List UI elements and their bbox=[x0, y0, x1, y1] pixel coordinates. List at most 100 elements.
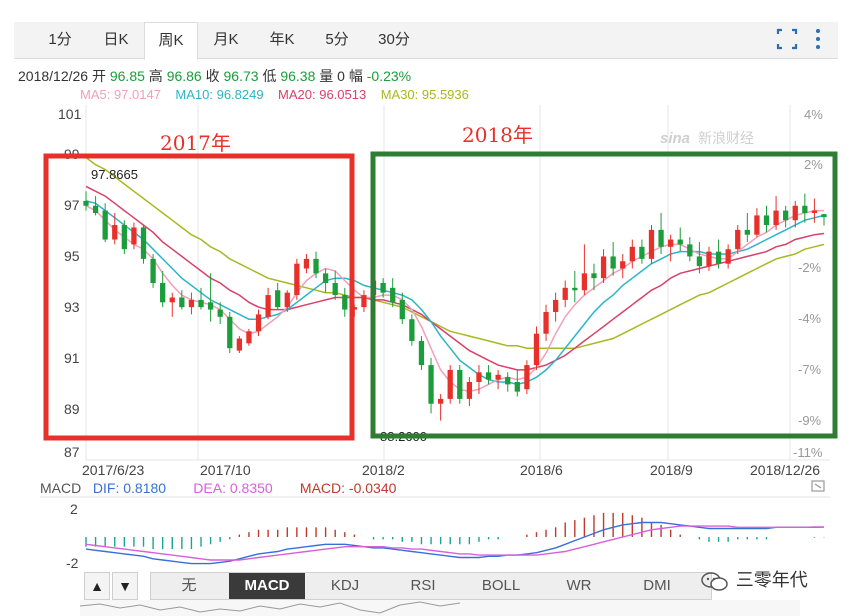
year-2017-label: 2017年 bbox=[160, 131, 231, 155]
tab-indicator-macd[interactable]: MACD bbox=[229, 573, 305, 599]
y-tick: 91 bbox=[64, 350, 80, 366]
tab-indicator-none[interactable]: 无 bbox=[181, 577, 197, 594]
x-tick: 2017/6/23 bbox=[82, 462, 144, 478]
candle-body bbox=[572, 287, 578, 291]
dea-line bbox=[85, 525, 825, 561]
candle-body bbox=[303, 258, 310, 269]
ma20-line bbox=[85, 185, 825, 371]
tab-1min[interactable]: 1分 bbox=[48, 31, 72, 48]
source-logo-text: 新浪财经 bbox=[698, 131, 754, 147]
candle-body bbox=[150, 258, 156, 283]
macd-legend-bar: MACD DIF: 0.8180 DEA: 0.8350 MACD: -0.03… bbox=[40, 480, 396, 496]
candle-body bbox=[600, 256, 607, 279]
candle-body bbox=[466, 381, 473, 399]
candle-body bbox=[696, 256, 703, 267]
candle-body bbox=[409, 319, 415, 341]
tab-monthly-k[interactable]: 月K bbox=[213, 31, 239, 48]
candle-body bbox=[524, 365, 530, 390]
candle-body bbox=[639, 246, 645, 259]
candle-body bbox=[591, 273, 597, 279]
ma5-legend: MA5: 97.0147 bbox=[80, 87, 161, 102]
fullscreen-icon[interactable] bbox=[776, 28, 798, 50]
candle-body bbox=[754, 215, 760, 235]
navigator-strip[interactable] bbox=[80, 600, 800, 616]
candle-body bbox=[92, 205, 99, 213]
pct-tick: -2% bbox=[798, 260, 822, 275]
info-date: 2018/12/26 bbox=[18, 68, 89, 84]
candle-body bbox=[629, 246, 635, 262]
candle-body bbox=[332, 283, 338, 296]
candle-body bbox=[418, 340, 425, 366]
y-tick: 87 bbox=[64, 444, 80, 460]
tab-indicator-dmi[interactable]: DMI bbox=[643, 577, 671, 594]
ma30-legend: MA30: 95.5936 bbox=[380, 87, 469, 102]
info-high-value: 96.86 bbox=[166, 68, 202, 84]
candle-body bbox=[763, 215, 770, 226]
tab-daily-k[interactable]: 日K bbox=[103, 31, 129, 48]
candle-body bbox=[399, 299, 405, 320]
candle-body bbox=[485, 372, 492, 380]
account-name: 三零年代 bbox=[735, 570, 808, 591]
tab-indicator-boll[interactable]: BOLL bbox=[481, 577, 521, 594]
candle-body bbox=[648, 229, 655, 259]
year-2018-label: 2018年 bbox=[462, 123, 533, 147]
candle-body bbox=[562, 287, 568, 300]
candle-body bbox=[198, 299, 204, 308]
info-open-value: 96.85 bbox=[109, 68, 145, 84]
candle-body bbox=[677, 239, 683, 245]
tab-30min[interactable]: 30分 bbox=[378, 31, 410, 48]
scroll-down-button[interactable]: ▼ bbox=[112, 572, 138, 600]
tab-indicator-rsi[interactable]: RSI bbox=[410, 577, 436, 594]
macd-histogram bbox=[85, 512, 825, 550]
pct-tick: -7% bbox=[798, 362, 822, 377]
tab-weekly-k[interactable]: 周K bbox=[144, 22, 198, 60]
candle-body bbox=[265, 295, 271, 317]
candle-body bbox=[811, 210, 818, 213]
macd-title: MACD bbox=[40, 480, 82, 496]
x-tick: 2018/6 bbox=[520, 462, 563, 478]
pct-tick: -4% bbox=[798, 311, 822, 326]
y-tick: 101 bbox=[58, 106, 82, 122]
source-logo: sina 新浪财经 bbox=[660, 130, 754, 147]
candle-body bbox=[342, 295, 348, 310]
candle-body bbox=[169, 297, 175, 303]
navigator-line bbox=[79, 601, 461, 614]
candle-body bbox=[83, 200, 89, 206]
candle-body bbox=[361, 295, 367, 308]
info-high-label: 高 bbox=[148, 68, 163, 84]
candle-body bbox=[715, 251, 722, 264]
macd-lines bbox=[85, 521, 825, 565]
candle-body bbox=[188, 299, 195, 308]
candle-body bbox=[246, 331, 252, 344]
tab-5min[interactable]: 5分 bbox=[325, 31, 349, 48]
year-2018-box bbox=[370, 151, 838, 439]
ma10-legend: MA10: 96.8249 bbox=[175, 87, 264, 102]
candle-body bbox=[553, 299, 559, 312]
candle-body bbox=[821, 214, 827, 218]
chart-grid bbox=[85, 105, 830, 461]
tab-indicator-wr[interactable]: WR bbox=[566, 577, 592, 594]
info-change-value: -0.23% bbox=[366, 68, 412, 84]
candle-body bbox=[802, 205, 808, 213]
candle-body bbox=[505, 377, 511, 385]
x-axis-ticks: 2017/6/23 2017/10 2018/2 2018/6 2018/9 2… bbox=[82, 462, 820, 478]
expand-panel-icon[interactable] bbox=[811, 480, 825, 492]
year-2017-box bbox=[43, 153, 355, 441]
ma30-line bbox=[85, 156, 825, 349]
candle-body bbox=[322, 273, 329, 283]
info-volume-value: 0 bbox=[337, 68, 345, 84]
scroll-up-button[interactable]: ▲ bbox=[84, 572, 110, 600]
dif-legend: DIF: 0.8180 bbox=[92, 480, 167, 496]
period-tab-bar: 1分 日K 周K 月K 年K 5分 30分 bbox=[14, 22, 838, 60]
candle-body bbox=[687, 244, 693, 257]
toolbar-icons bbox=[770, 22, 834, 58]
tab-yearly-k[interactable]: 年K bbox=[269, 31, 295, 48]
candle-body bbox=[179, 297, 185, 308]
info-volume-label: 量 bbox=[319, 68, 334, 84]
candle-body bbox=[457, 369, 463, 399]
y-tick: 93 bbox=[64, 299, 80, 315]
more-menu-icon[interactable] bbox=[816, 29, 820, 49]
tab-indicator-kdj[interactable]: KDJ bbox=[330, 577, 360, 594]
account-watermark: 三零年代 bbox=[700, 566, 808, 592]
info-low-label: 低 bbox=[262, 68, 277, 84]
